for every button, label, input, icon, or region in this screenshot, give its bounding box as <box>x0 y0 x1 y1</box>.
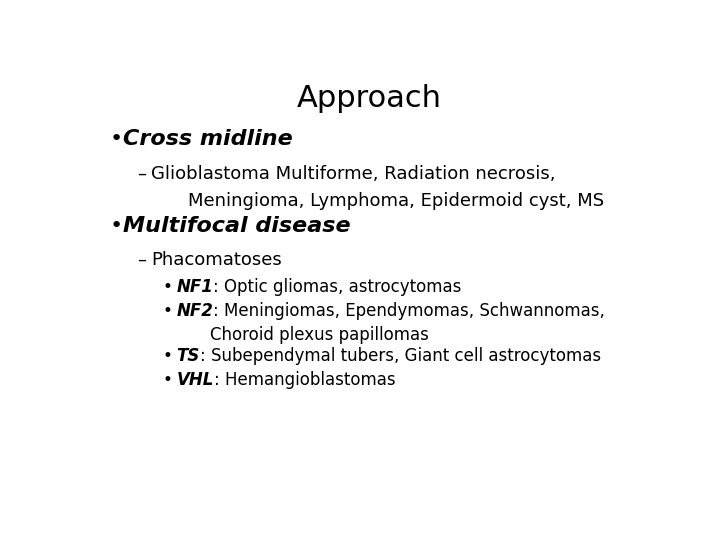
Text: : Optic gliomas, astrocytomas: : Optic gliomas, astrocytomas <box>213 278 462 296</box>
Text: •: • <box>163 347 172 365</box>
Text: –: – <box>138 251 146 269</box>
Text: NF1: NF1 <box>176 278 213 296</box>
Text: •: • <box>163 278 172 296</box>
Text: Meningioma, Lymphoma, Epidermoid cyst, MS: Meningioma, Lymphoma, Epidermoid cyst, M… <box>188 192 604 210</box>
Text: •: • <box>163 371 172 389</box>
Text: •: • <box>109 216 123 236</box>
Text: : Hemangioblastomas: : Hemangioblastomas <box>214 371 395 389</box>
Text: : Meningiomas, Ependymomas, Schwannomas,: : Meningiomas, Ependymomas, Schwannomas, <box>213 302 606 320</box>
Text: •: • <box>163 302 172 320</box>
Text: –: – <box>138 165 146 183</box>
Text: Choroid plexus papillomas: Choroid plexus papillomas <box>210 326 429 343</box>
Text: •: • <box>109 129 123 149</box>
Text: NF2: NF2 <box>176 302 213 320</box>
Text: Approach: Approach <box>297 84 441 112</box>
Text: VHL: VHL <box>176 371 214 389</box>
Text: : Subependymal tubers, Giant cell astrocytomas: : Subependymal tubers, Giant cell astroc… <box>200 347 601 365</box>
Text: Phacomatoses: Phacomatoses <box>151 251 282 269</box>
Text: TS: TS <box>176 347 200 365</box>
Text: Cross midline: Cross midline <box>124 129 293 149</box>
Text: Multifocal disease: Multifocal disease <box>124 216 351 236</box>
Text: Glioblastoma Multiforme, Radiation necrosis,: Glioblastoma Multiforme, Radiation necro… <box>151 165 556 183</box>
